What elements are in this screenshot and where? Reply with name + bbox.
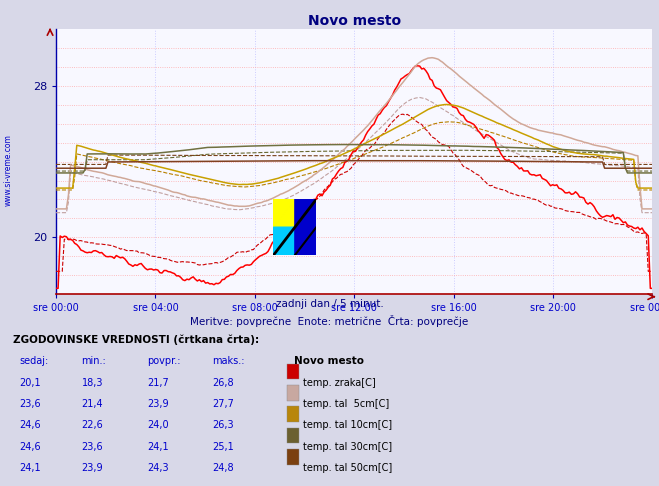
Text: 23,6: 23,6 [20, 399, 42, 409]
Bar [287, 449, 299, 465]
Text: temp. zraka[C]: temp. zraka[C] [303, 378, 376, 388]
Bar [287, 406, 299, 422]
Text: Meritve: povprečne  Enote: metrične  Črta: povprečje: Meritve: povprečne Enote: metrične Črta:… [190, 314, 469, 327]
Text: 22,6: 22,6 [82, 420, 103, 431]
Text: 23,9: 23,9 [147, 399, 169, 409]
Text: 24,6: 24,6 [20, 420, 42, 431]
Text: min.:: min.: [82, 357, 106, 366]
Polygon shape [295, 199, 316, 227]
Bar [287, 364, 299, 380]
Text: temp. tal 30cm[C]: temp. tal 30cm[C] [303, 442, 393, 452]
Text: maks.:: maks.: [212, 357, 244, 366]
Text: 21,7: 21,7 [147, 378, 169, 388]
Text: 26,8: 26,8 [212, 378, 234, 388]
Polygon shape [273, 227, 295, 255]
Text: 18,3: 18,3 [82, 378, 103, 388]
Bar [287, 385, 299, 400]
Text: 21,4: 21,4 [82, 399, 103, 409]
Polygon shape [273, 227, 295, 255]
Text: 24,1: 24,1 [20, 463, 42, 473]
Polygon shape [295, 199, 316, 227]
Text: 24,0: 24,0 [147, 420, 169, 431]
Text: 23,9: 23,9 [82, 463, 103, 473]
Text: 24,1: 24,1 [147, 442, 169, 452]
Text: povpr.:: povpr.: [147, 357, 181, 366]
Text: temp. tal  5cm[C]: temp. tal 5cm[C] [303, 399, 389, 409]
Text: www.si-vreme.com: www.si-vreme.com [3, 134, 13, 206]
Text: ZGODOVINSKE VREDNOSTI (črtkana črta):: ZGODOVINSKE VREDNOSTI (črtkana črta): [13, 334, 259, 345]
Title: Novo mesto: Novo mesto [308, 14, 401, 28]
Text: zadnji dan / 5 minut.: zadnji dan / 5 minut. [275, 298, 384, 309]
Bar [287, 428, 299, 443]
Text: 26,3: 26,3 [212, 420, 234, 431]
Text: 20,1: 20,1 [20, 378, 42, 388]
Text: 24,8: 24,8 [212, 463, 234, 473]
Text: Novo mesto: Novo mesto [294, 357, 364, 366]
Text: temp. tal 50cm[C]: temp. tal 50cm[C] [303, 463, 393, 473]
Polygon shape [273, 199, 295, 227]
Text: 24,6: 24,6 [20, 442, 42, 452]
Text: sedaj:: sedaj: [20, 357, 49, 366]
Text: temp. tal 10cm[C]: temp. tal 10cm[C] [303, 420, 393, 431]
Polygon shape [295, 227, 316, 255]
Text: 24,3: 24,3 [147, 463, 169, 473]
Text: 27,7: 27,7 [212, 399, 234, 409]
Text: 23,6: 23,6 [82, 442, 103, 452]
Text: 25,1: 25,1 [212, 442, 234, 452]
Polygon shape [295, 227, 316, 255]
Polygon shape [273, 199, 295, 227]
